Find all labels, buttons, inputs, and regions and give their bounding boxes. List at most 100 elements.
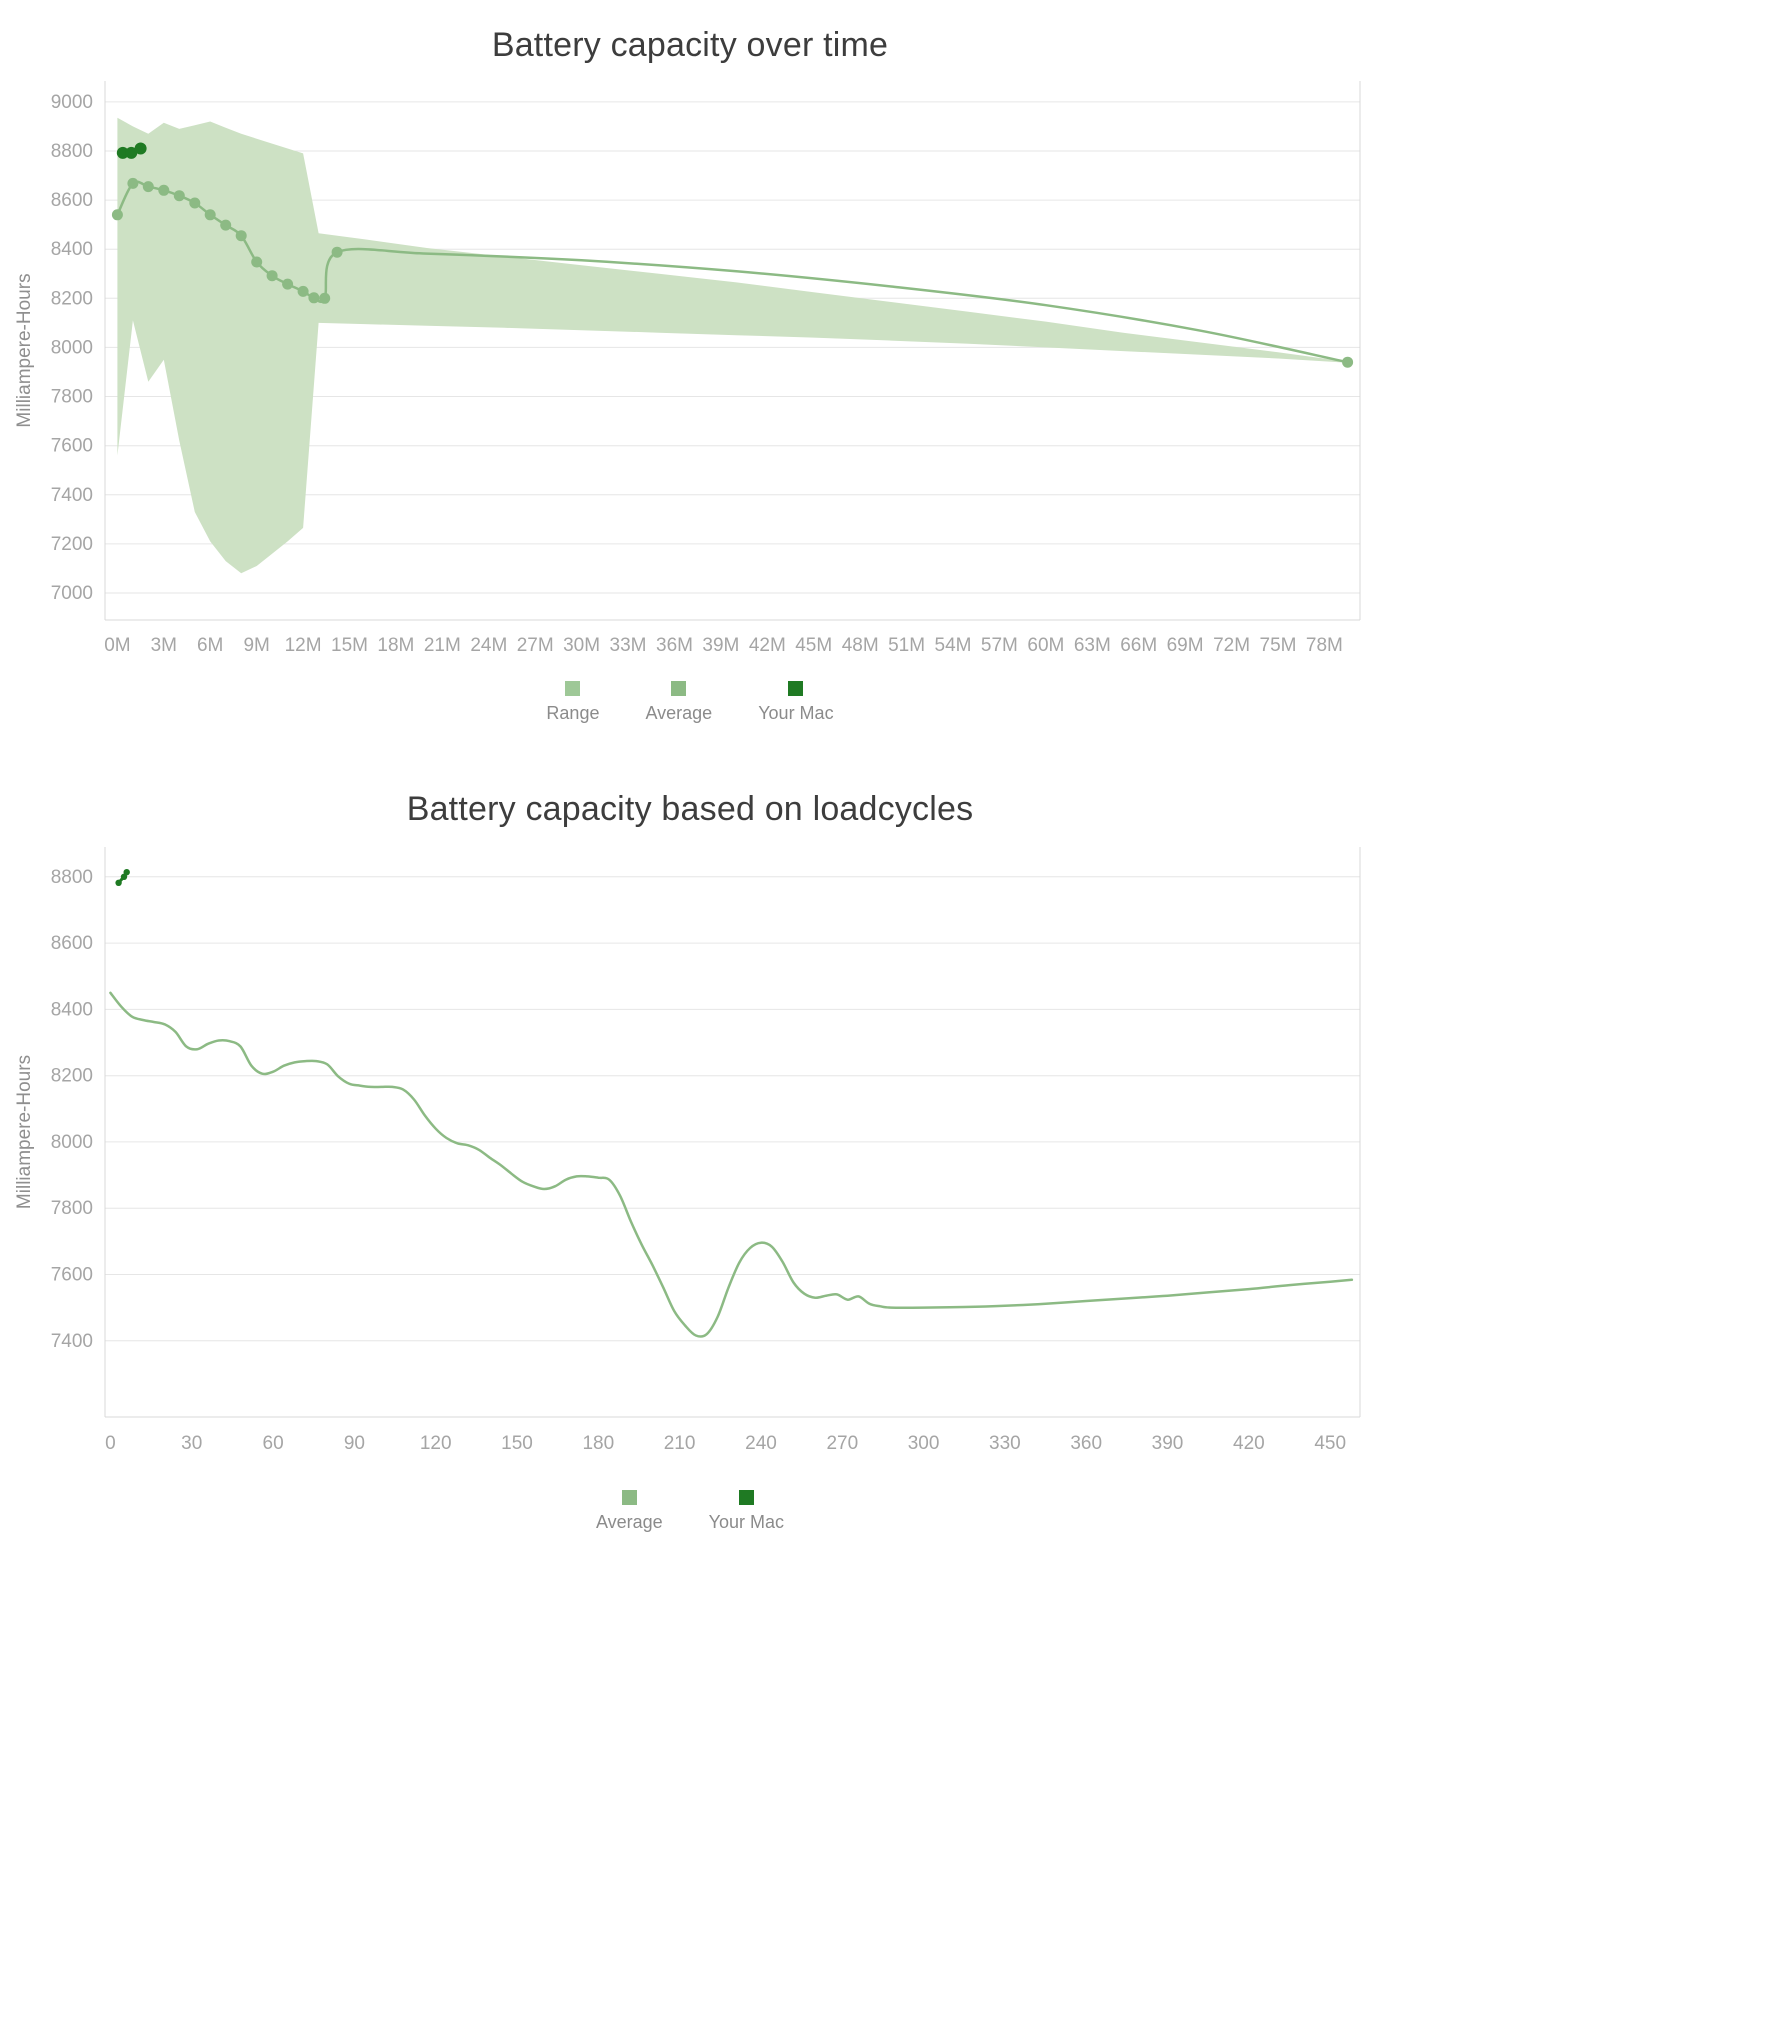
x-tick-label: 75M [1260, 635, 1297, 656]
x-tick-label: 6M [197, 635, 223, 656]
legend-item-average: Average [596, 1490, 663, 1533]
legend-label: Average [595, 1512, 663, 1532]
x-tick-label: 33M [610, 635, 647, 656]
x-tick-label: 30 [181, 1433, 202, 1454]
series-average-marker [173, 190, 185, 202]
battery-over-time-plot: 7000 7200 7400 7600 7800 8000 8200 8400 8600 8800… [14, 81, 1361, 656]
x-tick-label: 240 [745, 1433, 777, 1454]
battery-over-time-chart: Battery capacity over time 7000 7200 7400 7… [0, 26, 1380, 724]
x-tick-label: 15M [331, 635, 368, 656]
x-tick-label: 300 [908, 1433, 940, 1454]
x-tick-label: 21M [424, 635, 461, 656]
x-tick-label: 54M [935, 635, 972, 656]
battery-over-time-legend: Range Average Your Mac [0, 681, 1380, 724]
series-average-marker [158, 184, 170, 196]
y-tick-label: 7600 [51, 1265, 93, 1286]
y-tick-label: 7200 [51, 534, 93, 555]
x-tick-label: 9M [243, 635, 269, 656]
x-tick-label: 3M [151, 635, 177, 656]
x-tick-label: 42M [749, 635, 786, 656]
series-average-marker [127, 177, 139, 189]
x-tick-label: 69M [1167, 635, 1204, 656]
series-average-marker [308, 292, 320, 304]
x-tick-label: 60M [1027, 635, 1064, 656]
legend-item-your-mac: Your Mac [758, 681, 834, 724]
battery-loadcycles-legend: Average Your Mac [0, 1490, 1380, 1533]
y-tick-label: 8000 [51, 337, 93, 358]
y-tick-label: 8600 [51, 933, 93, 954]
series-average-marker [251, 256, 263, 268]
series-average-marker [266, 270, 278, 282]
y-tick-label: 9000 [51, 92, 93, 113]
y-tick-label: 8600 [51, 190, 93, 211]
legend-label: Your Mac [708, 1512, 785, 1532]
y-tick-label: 7400 [51, 1331, 93, 1352]
y-axis-title: Milliampere-Hours [14, 273, 35, 427]
x-tick-label: 450 [1314, 1433, 1346, 1454]
x-tick-label: 90 [344, 1433, 365, 1454]
x-tick-label: 72M [1213, 635, 1250, 656]
x-tick-label: 420 [1233, 1433, 1265, 1454]
series-average-marker [282, 278, 294, 290]
y-tick-label: 8200 [51, 1066, 93, 1087]
x-tick-label: 36M [656, 635, 693, 656]
legend-swatch-icon [621, 1490, 637, 1505]
series-average-marker [189, 197, 201, 209]
charts-column: Battery capacity over time 7000 7200 7400 7… [0, 26, 1380, 1533]
y-tick-label: 8800 [51, 867, 93, 888]
series-your-mac-marker [123, 869, 130, 876]
series-your-mac-marker [115, 879, 122, 886]
series-average-marker [1342, 356, 1354, 368]
legend-item-range: Range [546, 681, 599, 724]
x-tick-label: 57M [981, 635, 1018, 656]
series-average-marker [204, 209, 216, 221]
x-tick-label: 60 [263, 1433, 284, 1454]
series-average-marker [235, 230, 247, 242]
x-tick-label: 120 [420, 1433, 452, 1454]
y-tick-label: 7800 [51, 387, 93, 408]
x-tick-label: 210 [664, 1433, 696, 1454]
series-your-mac-marker [125, 146, 138, 159]
x-tick-label: 180 [582, 1433, 614, 1454]
legend-label: Average [645, 703, 713, 723]
x-tick-label: 63M [1074, 635, 1111, 656]
series-average-marker [220, 219, 232, 231]
series-average-line [109, 991, 1354, 1338]
series-average-marker [111, 209, 123, 221]
x-tick-label: 51M [888, 635, 925, 656]
x-tick-label: 48M [842, 635, 879, 656]
series-your-mac-marker [134, 142, 147, 155]
y-tick-label: 8800 [51, 141, 93, 162]
x-tick-label: 360 [1070, 1433, 1102, 1454]
x-tick-label: 390 [1152, 1433, 1184, 1454]
y-tick-label: 8400 [51, 999, 93, 1020]
page: Battery capacity over time 7000 7200 7400 7… [0, 26, 1791, 2026]
legend-swatch-icon [671, 681, 687, 696]
battery-loadcycles-plot: 7400 7600 7800 8000 8200 8400 8600 8800 0 30 60 90 1… [14, 847, 1361, 1454]
x-tick-label: 150 [501, 1433, 533, 1454]
x-tick-label: 45M [795, 635, 832, 656]
y-tick-label: 7000 [51, 583, 93, 604]
series-average-marker [297, 285, 309, 297]
series-range-band [117, 117, 1348, 574]
x-tick-label: 12M [285, 635, 322, 656]
y-tick-label: 7600 [51, 436, 93, 457]
series-average-marker [331, 246, 343, 258]
battery-loadcycles-chart: Battery capacity based on loadcycles 740… [0, 790, 1380, 1533]
y-tick-label: 8200 [51, 288, 93, 309]
x-tick-label: 30M [563, 635, 600, 656]
legend-item-your-mac: Your Mac [709, 1490, 784, 1533]
x-tick-label: 0 [105, 1433, 116, 1454]
legend-label: Your Mac [758, 703, 834, 723]
chart-title-loadcycles: Battery capacity based on loadcycles [406, 790, 974, 828]
x-tick-label: 66M [1120, 635, 1157, 656]
x-tick-label: 270 [826, 1433, 858, 1454]
series-average-marker [142, 181, 154, 193]
x-tick-label: 39M [702, 635, 739, 656]
y-tick-label: 8400 [51, 239, 93, 260]
legend-item-average: Average [645, 681, 712, 724]
x-tick-label: 330 [989, 1433, 1021, 1454]
x-tick-label: 78M [1306, 635, 1343, 656]
series-average-marker [319, 292, 331, 304]
x-tick-label: 27M [517, 635, 554, 656]
